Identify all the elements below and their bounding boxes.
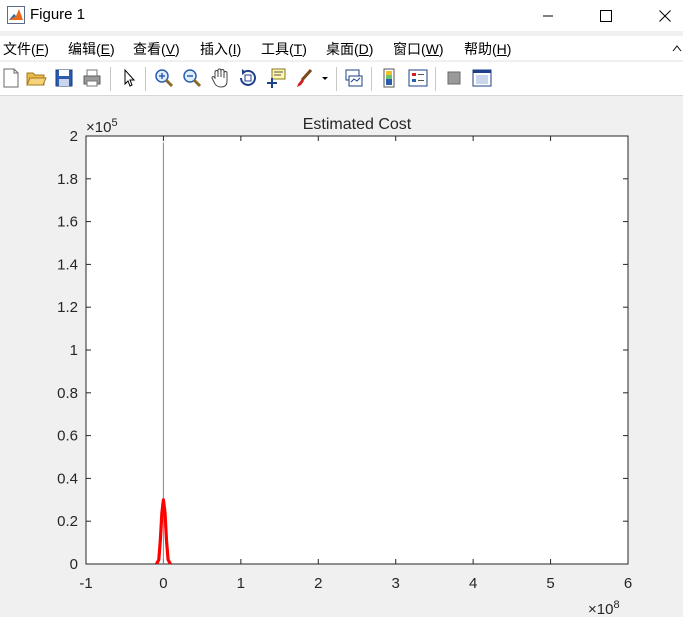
y-tick-label: 0.6 xyxy=(57,428,78,445)
save-icon[interactable] xyxy=(53,67,75,89)
hide-plot-tools-icon[interactable] xyxy=(443,67,465,89)
menu-view[interactable]: 查看(V) xyxy=(133,41,180,57)
toolbar-separator xyxy=(145,67,146,91)
maximize-icon xyxy=(600,9,612,22)
toolbar-separator xyxy=(336,67,337,91)
series-line-2[interactable] xyxy=(155,498,172,565)
menu-edit[interactable]: 编辑(E) xyxy=(68,41,115,57)
rotate-3d-icon[interactable] xyxy=(237,67,259,89)
menu-help[interactable]: 帮助(H) xyxy=(464,41,512,57)
brush-icon[interactable] xyxy=(293,67,315,89)
chart-title: Estimated Cost xyxy=(303,116,412,133)
colorbar-icon[interactable] xyxy=(379,67,401,89)
x-exponent-label: ×108 xyxy=(588,599,620,617)
y-exponent-label: ×105 xyxy=(86,117,118,136)
y-tick-label: 1.2 xyxy=(57,299,78,316)
menu-dock-arrow-icon[interactable] xyxy=(672,42,682,54)
toolbar-separator xyxy=(110,67,111,91)
x-tick-label: 1 xyxy=(237,575,245,592)
y-tick-label: 0.8 xyxy=(57,385,78,402)
menu-tools[interactable]: 工具(T) xyxy=(261,41,307,57)
open-file-icon[interactable] xyxy=(25,67,47,89)
axes-box[interactable] xyxy=(85,135,629,565)
maximize-button[interactable] xyxy=(583,0,629,31)
pan-hand-icon[interactable] xyxy=(209,67,231,89)
y-tick-label: 1 xyxy=(70,342,78,359)
legend-icon[interactable] xyxy=(407,67,429,89)
menu-window[interactable]: 窗口(W) xyxy=(393,41,444,57)
menu-file[interactable]: 文件(F) xyxy=(3,41,49,57)
new-figure-icon[interactable] xyxy=(0,67,22,89)
print-icon[interactable] xyxy=(81,67,103,89)
figure-canvas: 0 0.2 0.4 0.6 0.8 1 1.2 1.4 1.6 1.8 2 -1 0 1 2 3 4 5 6 Es… xyxy=(0,96,683,617)
x-tick-label: 2 xyxy=(314,575,322,592)
data-cursor-icon[interactable] xyxy=(265,67,287,89)
x-tick-label: 3 xyxy=(392,575,400,592)
y-tick-label: 0.2 xyxy=(57,513,78,530)
menu-insert[interactable]: 插入(I) xyxy=(200,41,242,57)
x-tick-label: 6 xyxy=(624,575,632,592)
x-tick-label: 5 xyxy=(546,575,554,592)
pointer-icon[interactable] xyxy=(118,67,140,89)
close-icon xyxy=(659,9,671,22)
x-tick-label: 0 xyxy=(159,575,167,592)
y-tick-label: 2 xyxy=(70,128,78,145)
minimize-icon xyxy=(543,15,553,16)
show-plot-tools-icon[interactable] xyxy=(471,67,493,89)
y-tick-label: 1.4 xyxy=(57,256,78,273)
title-bar: Figure 1 xyxy=(0,0,683,31)
zoom-in-icon[interactable] xyxy=(153,67,175,89)
link-plot-icon[interactable] xyxy=(343,67,365,89)
window-title: Figure 1 xyxy=(30,6,86,23)
brush-dropdown-icon[interactable] xyxy=(318,67,332,89)
figure-toolbar xyxy=(0,62,683,96)
menu-desktop[interactable]: 桌面(D) xyxy=(326,41,374,57)
close-button[interactable] xyxy=(642,0,683,31)
x-tick-label: 4 xyxy=(469,575,477,592)
plot-svg: 00.20.40.60.811.21.41.61.82 -1 0 1 2 3 4 5 6 Es… xyxy=(57,116,632,617)
zoom-out-icon[interactable] xyxy=(181,67,203,89)
y-tick-label: 1.6 xyxy=(57,214,78,231)
toolbar-separator xyxy=(435,67,436,91)
menu-bar: 文件(F) 编辑(E) 查看(V) 插入(I) 工具(T) 桌面(D) 窗口(W… xyxy=(0,36,683,60)
y-tick-label: 0 xyxy=(70,556,78,573)
y-tick-label: 0.4 xyxy=(57,470,78,487)
y-tick-label: 1.8 xyxy=(57,171,78,188)
x-tick-label: -1 xyxy=(79,575,92,592)
toolbar-separator xyxy=(371,67,372,91)
minimize-button[interactable] xyxy=(525,0,571,31)
matlab-logo-icon xyxy=(7,6,25,24)
